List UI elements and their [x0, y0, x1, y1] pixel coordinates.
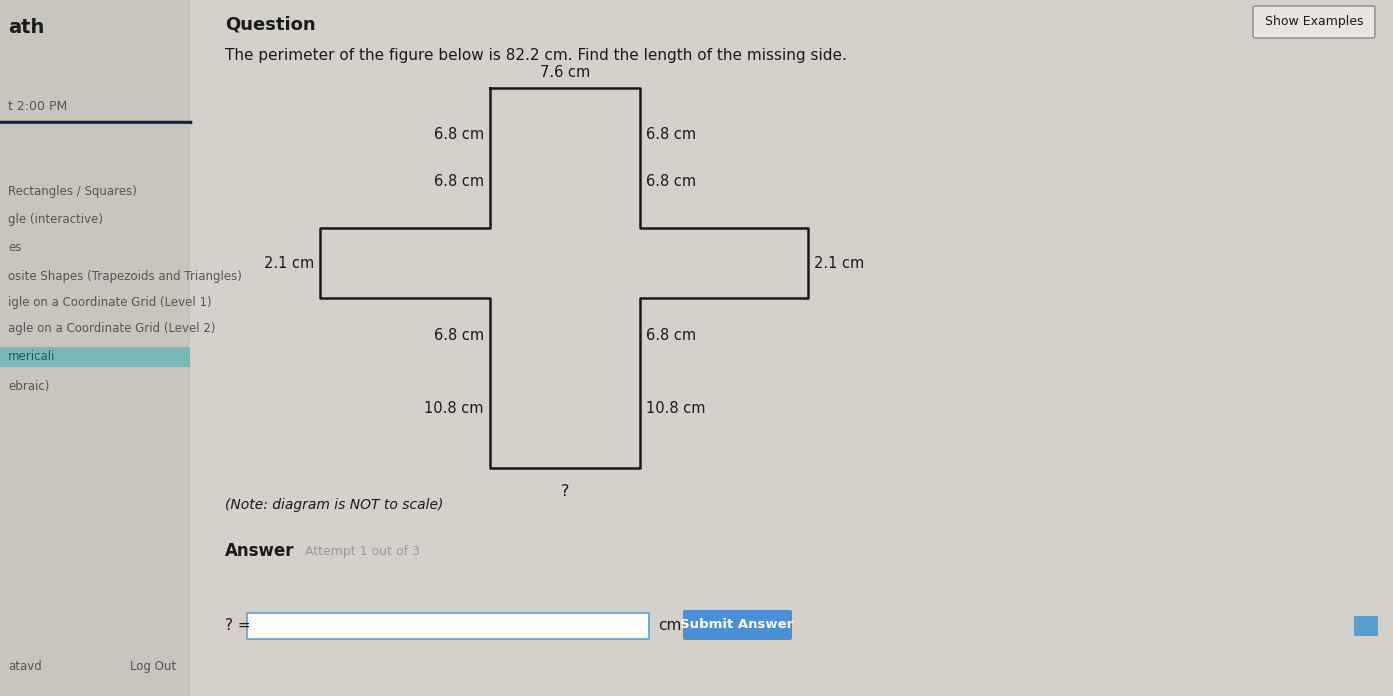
Bar: [0, 347, 189, 367]
Text: Attempt 1 out of 3: Attempt 1 out of 3: [305, 545, 419, 558]
Text: 6.8 cm: 6.8 cm: [433, 174, 483, 189]
Text: Rectangles / Squares): Rectangles / Squares): [8, 185, 137, 198]
Text: ? =: ? =: [226, 619, 251, 633]
Text: 6.8 cm: 6.8 cm: [646, 328, 696, 343]
Text: 7.6 cm: 7.6 cm: [540, 65, 591, 80]
FancyBboxPatch shape: [683, 610, 793, 640]
FancyBboxPatch shape: [1252, 6, 1375, 38]
Text: Submit Answer: Submit Answer: [680, 619, 794, 631]
Text: Log Out: Log Out: [130, 660, 176, 673]
Text: (Note: diagram is NOT to scale): (Note: diagram is NOT to scale): [226, 498, 443, 512]
Text: 2.1 cm: 2.1 cm: [263, 255, 313, 271]
Text: agle on a Coordinate Grid (Level 2): agle on a Coordinate Grid (Level 2): [8, 322, 216, 335]
Bar: [189, 0, 1393, 696]
Text: 6.8 cm: 6.8 cm: [646, 174, 696, 189]
Text: cm: cm: [657, 619, 681, 633]
Text: 6.8 cm: 6.8 cm: [646, 127, 696, 142]
Text: The perimeter of the figure below is 82.2 cm. Find the length of the missing sid: The perimeter of the figure below is 82.…: [226, 48, 847, 63]
Text: osite Shapes (Trapezoids and Triangles): osite Shapes (Trapezoids and Triangles): [8, 270, 242, 283]
Text: 10.8 cm: 10.8 cm: [425, 401, 483, 416]
Text: ?: ?: [561, 484, 570, 499]
Text: Question: Question: [226, 15, 316, 33]
Text: gle (interactive): gle (interactive): [8, 213, 103, 226]
Text: 6.8 cm: 6.8 cm: [433, 127, 483, 142]
Text: 2.1 cm: 2.1 cm: [814, 255, 864, 271]
Text: igle on a Coordinate Grid (Level 1): igle on a Coordinate Grid (Level 1): [8, 296, 212, 309]
Text: 10.8 cm: 10.8 cm: [646, 401, 705, 416]
Text: Show Examples: Show Examples: [1265, 15, 1364, 29]
FancyBboxPatch shape: [247, 613, 649, 639]
Bar: [0, 0, 189, 696]
Text: Answer: Answer: [226, 542, 294, 560]
Text: t 2:00 PM: t 2:00 PM: [8, 100, 67, 113]
Text: mericali: mericali: [8, 350, 56, 363]
FancyBboxPatch shape: [1354, 616, 1378, 636]
Text: es: es: [8, 241, 21, 254]
Text: 6.8 cm: 6.8 cm: [433, 328, 483, 343]
Text: ath: ath: [8, 18, 45, 37]
Text: atavd: atavd: [8, 660, 42, 673]
Text: ebraic): ebraic): [8, 380, 49, 393]
